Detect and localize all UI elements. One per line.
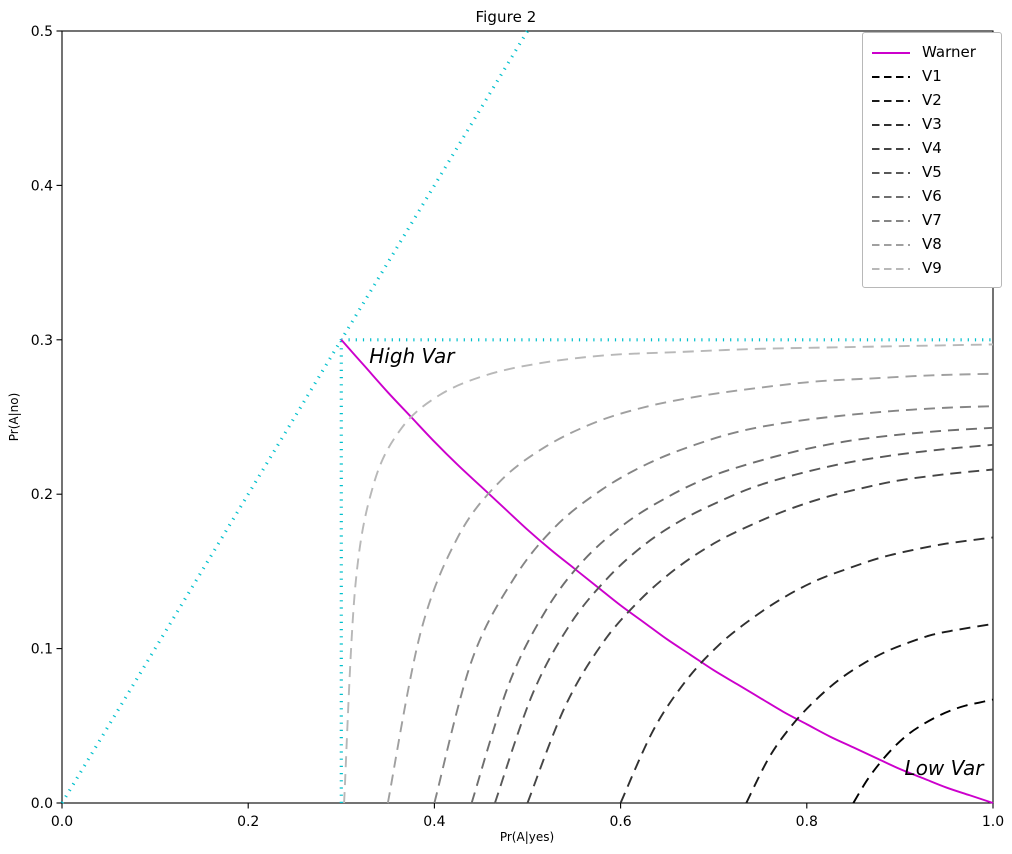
legend-label: V7 [922, 210, 942, 229]
y-tick-label: 0.3 [31, 333, 53, 349]
y-axis-label: Pr(A|no) [7, 393, 21, 442]
series-line-v5 [494, 443, 994, 804]
legend-swatch-v4-icon [871, 141, 911, 155]
x-tick-label: 1.0 [982, 814, 1004, 830]
legend-item-v9[interactable]: V9 [871, 256, 993, 280]
reference-lines-group [60, 30, 993, 804]
legend-item-v5[interactable]: V5 [871, 160, 993, 184]
y-tick-label: 0.5 [31, 24, 53, 40]
series-line-v7 [433, 405, 994, 804]
legend-label: V4 [922, 138, 942, 157]
legend-swatch-v5-icon [871, 165, 911, 179]
legend-swatch-warner-icon [871, 45, 911, 59]
legend-item-v8[interactable]: V8 [871, 232, 993, 256]
series-line-v3 [619, 536, 994, 804]
y-axis-ticks: 0.0 0.1 0.2 0.3 0.4 0.5 [31, 24, 62, 812]
x-axis-ticks: 0.0 0.2 0.4 0.6 0.8 1.0 [51, 803, 1004, 830]
legend-swatch-v3-icon [871, 117, 911, 131]
chart-legend: Warner V1 V2 V3 V4 V5 V6 V7 V8 V9 [862, 32, 1002, 288]
legend-swatch-v8-icon [871, 237, 911, 251]
legend-item-v6[interactable]: V6 [871, 184, 993, 208]
series-line-v1 [852, 698, 994, 804]
data-series-group [340, 339, 994, 804]
legend-label: V9 [922, 258, 942, 277]
y-tick-label: 0.2 [31, 487, 53, 503]
x-tick-label: 0.0 [51, 814, 73, 830]
legend-swatch-v7-icon [871, 213, 911, 227]
legend-item-warner[interactable]: Warner [871, 40, 993, 64]
series-line-warner [340, 339, 994, 804]
y-tick-label: 0.0 [31, 796, 53, 812]
chart-title: Figure 2 [475, 8, 537, 26]
plot-frame [61, 30, 994, 804]
annotation-low-var: Low Var [905, 756, 986, 780]
x-tick-label: 0.4 [423, 814, 445, 830]
legend-label: V3 [922, 114, 942, 133]
legend-swatch-v2-icon [871, 93, 911, 107]
legend-label: V2 [922, 90, 942, 109]
legend-item-v4[interactable]: V4 [871, 136, 993, 160]
legend-label: V5 [922, 162, 942, 181]
plot-annotations-group: High Var Low Var [369, 344, 985, 780]
series-line-v2 [745, 622, 994, 804]
legend-label: V6 [922, 186, 942, 205]
legend-label: V8 [922, 234, 942, 253]
x-tick-label: 0.8 [796, 814, 818, 830]
plot-area-border [61, 30, 994, 804]
legend-item-v7[interactable]: V7 [871, 208, 993, 232]
legend-label: V1 [922, 66, 942, 85]
legend-swatch-v1-icon [871, 69, 911, 83]
series-line-v9 [343, 343, 994, 804]
legend-swatch-v9-icon [871, 261, 911, 275]
legend-swatch-v6-icon [871, 189, 911, 203]
series-line-v4 [526, 468, 994, 804]
annotation-high-var: High Var [369, 344, 456, 368]
legend-label: Warner [922, 42, 976, 61]
x-axis-label: Pr(A|yes) [500, 830, 554, 844]
legend-item-v1[interactable]: V1 [871, 64, 993, 88]
y-tick-label: 0.4 [31, 178, 53, 194]
legend-item-v2[interactable]: V2 [871, 88, 993, 112]
x-tick-label: 0.6 [609, 814, 631, 830]
series-line-v8 [386, 372, 994, 804]
y-tick-label: 0.1 [31, 642, 53, 658]
legend-item-v3[interactable]: V3 [871, 112, 993, 136]
x-tick-label: 0.2 [237, 814, 259, 830]
